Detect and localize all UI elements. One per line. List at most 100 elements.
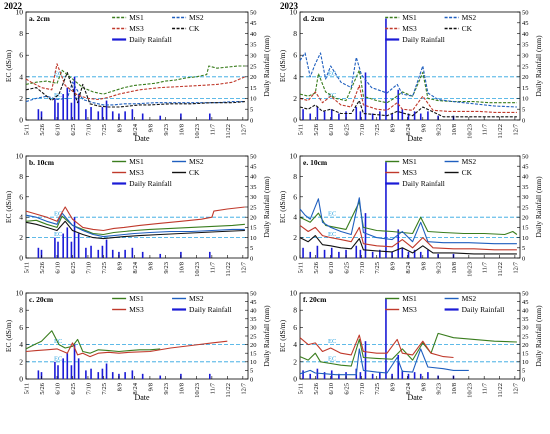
panel-d-legend-label: MS3 — [402, 24, 417, 33]
panel-b-ytick-label: 8 — [19, 172, 23, 181]
panel-d-ec-label-1: EC — [328, 92, 336, 99]
panel-a-xlabel: Date — [134, 134, 150, 143]
panel-d-rain-bar — [359, 111, 362, 120]
panel-a-series-ms2 — [25, 81, 245, 106]
panel-d-ytick-label: 10 — [290, 8, 298, 17]
panel-d-rain-bar — [364, 72, 367, 120]
panel-e-rain-bar — [364, 213, 367, 258]
panel-e-rain-bar — [385, 162, 387, 258]
panel-a-ylabel: EC (dS/m) — [4, 49, 13, 82]
panel-f-label: f. 20cm — [303, 295, 327, 304]
panel-a-rain-bar — [40, 111, 43, 120]
panel-c-rain-bar — [73, 344, 76, 379]
panel-d-y2tick-label: 5 — [522, 107, 525, 114]
panel-f-xtick-label: 10/23 — [466, 383, 473, 398]
panel-c-rain-bar — [85, 370, 87, 379]
panel-f-xtick-label: 11/7 — [482, 382, 489, 394]
panel-f-legend-label: MS3 — [402, 305, 417, 314]
panel-c-y2tick-label: 15 — [250, 351, 257, 358]
panel-a-rain-bar — [101, 107, 104, 120]
panel-a-rain-bar — [54, 98, 56, 120]
panel-c-ec-label-0: EC — [54, 338, 62, 345]
panel-a-rain-bar — [141, 113, 144, 120]
panel-e-xtick-label: 8/9 — [390, 262, 397, 270]
panel-e-xtick-label: 5/11 — [298, 262, 305, 273]
panel-a-rain-bar — [85, 109, 87, 120]
panel-b-ec-label-0: EC — [54, 211, 62, 218]
panel-c-y2tick-label: 25 — [250, 333, 257, 340]
panel-f-series-ms3 — [299, 334, 454, 359]
panel-d-series-ck — [299, 100, 517, 118]
panel-f-rain-bar — [371, 373, 374, 379]
panel-d-xtick-label: 11/7 — [482, 123, 489, 135]
panel-f-rain-bar — [364, 341, 367, 379]
panel-a-xtick-label: 6/25 — [70, 124, 77, 136]
panel-c-y2tick-label: 30 — [250, 325, 257, 332]
panel-a-ytick-label: 8 — [19, 29, 23, 38]
panel-a-legend-label: MS2 — [189, 13, 204, 22]
panel-f-rain-bar — [397, 354, 400, 379]
panel-a-legend-label: CK — [189, 24, 200, 33]
panel-c-ytick-label: 8 — [19, 306, 23, 315]
panel-b-ytick-label: 0 — [19, 254, 23, 263]
panel-e-legend-label: CK — [462, 168, 473, 177]
panel-c-y2tick-label: 50 — [250, 290, 257, 297]
panel-d-rain-bar — [302, 109, 304, 120]
panel-a-series-ms3 — [25, 63, 246, 101]
panel-e-rain-bar — [419, 251, 422, 258]
panel-c-xlabel: Date — [134, 393, 150, 402]
panel-f-y2tick-label: 20 — [522, 342, 529, 349]
panel-c-ylabel: EC (dS/m) — [4, 319, 13, 352]
panel-d-ytick-label: 4 — [293, 72, 297, 81]
panel-a-xtick-label: 10/8 — [178, 124, 185, 136]
panel-f-rain-bar — [427, 372, 429, 379]
panel-c-xtick-label: 11/22 — [225, 383, 232, 398]
panel-e-xtick-label: 9/23 — [436, 262, 443, 274]
panel-e: EC EC 0 2 4 6 8 10 0 5 10 15 20 25 30 35 40 45 50 5/11 5/26 6… — [278, 152, 543, 277]
panel-c-xtick-label: 10/8 — [178, 383, 185, 395]
panel-a-xtick-label: 12/7 — [240, 123, 247, 135]
panel-d-xtick-label: 9/8 — [420, 124, 427, 132]
panel-b-rain-bar — [131, 247, 134, 258]
panel-a-xtick-label: 9/8 — [147, 124, 154, 132]
panel-f-rain-bar — [309, 373, 312, 379]
panel-b-rain-bar — [141, 251, 144, 258]
panel-e-xtick-label: 11/22 — [497, 262, 504, 277]
panel-e-ytick-label: 4 — [293, 213, 297, 222]
panel-a-legend-label: Daily Rainfall — [129, 35, 172, 44]
panel-d-ytick-label: 2 — [293, 94, 297, 103]
panel-e-y2tick-label: 10 — [522, 235, 529, 242]
panel-a-rain-bar — [66, 87, 69, 120]
panel-d-ec-label-0: EC — [328, 70, 336, 77]
panel-a-y2tick-label: 35 — [250, 42, 257, 49]
panel-a-label: a. 2cm — [29, 14, 51, 23]
panel-c-rain-bar — [57, 365, 59, 379]
panel-a-series-ck — [25, 71, 245, 108]
panel-e-y2tick-label: 15 — [522, 225, 529, 232]
panel-b-rain-bar — [73, 217, 76, 258]
panel-d-xtick-label: 8/24 — [405, 123, 412, 135]
panel-f-ytick-label: 8 — [293, 306, 297, 315]
panel-f-ytick-label: 10 — [290, 289, 298, 298]
panel-d-y2tick-label: 30 — [522, 53, 529, 60]
panel-b-rain-bar — [159, 253, 162, 258]
panel-b-y2tick-label: 40 — [250, 174, 257, 181]
panel-e-rain-bar — [391, 251, 393, 258]
panel-c-rain-bar — [70, 365, 73, 379]
panel-b-y2tick-label: 0 — [250, 255, 253, 262]
panel-c-legend-label: MS1 — [129, 294, 144, 303]
panel-b-legend-label: Daily Rainfall — [129, 179, 172, 188]
panel-c-y2label: Daily Rainfall (mm) — [262, 305, 271, 367]
panel-c-xtick-label: 7/10 — [85, 383, 92, 395]
panel-e-y2tick-label: 0 — [522, 255, 525, 262]
panel-b-xtick-label: 5/26 — [39, 261, 46, 273]
panel-e-rain-bar — [427, 249, 429, 258]
panel-e-xtick-label: 7/25 — [374, 262, 381, 274]
panel-b-y2label: Daily Rainfall (mm) — [262, 176, 271, 238]
panel-b-xtick-label: 5/11 — [24, 262, 31, 273]
panel-d-rain-bar — [309, 113, 312, 120]
panel-c-ytick-label: 6 — [19, 323, 23, 332]
panel-e-y2tick-label: 5 — [522, 245, 525, 252]
panel-b-xtick-label: 7/10 — [85, 262, 92, 274]
panel-d-rain-bar — [413, 111, 416, 120]
